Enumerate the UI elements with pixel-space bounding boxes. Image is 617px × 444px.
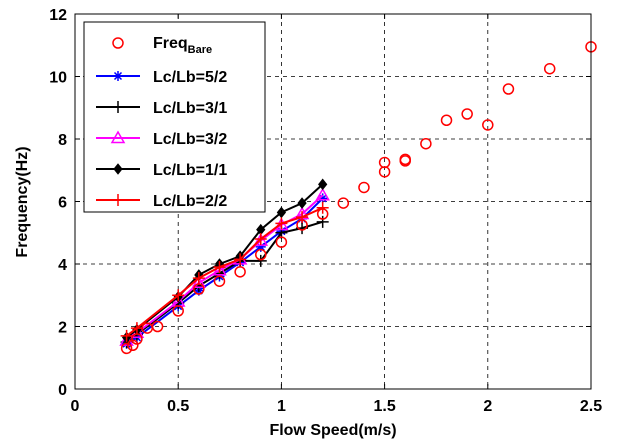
data-point xyxy=(172,305,184,317)
series-5 xyxy=(120,201,329,342)
data-point xyxy=(461,108,473,120)
data-point xyxy=(316,215,329,228)
data-point xyxy=(234,253,247,266)
data-point xyxy=(275,217,288,230)
x-tick-label: 2 xyxy=(483,398,492,415)
data-point xyxy=(119,333,134,346)
x-tick-label: 0.5 xyxy=(167,398,189,415)
data-point xyxy=(296,211,309,224)
data-point xyxy=(482,119,494,131)
legend-marker xyxy=(112,101,124,113)
x-tick-label: 0 xyxy=(71,398,80,415)
data-point xyxy=(316,201,329,214)
data-point xyxy=(255,241,266,252)
data-point xyxy=(172,289,185,302)
legend-label: Lc/Lb=2/2 xyxy=(153,193,227,210)
ticks: 0 0.5 1 1.5 2 2.5 0 2 4 6 8 10 12 xyxy=(49,7,602,415)
data-point xyxy=(254,254,267,267)
legend-label: Lc/Lb=1/1 xyxy=(153,162,227,179)
data-point xyxy=(315,187,330,201)
x-axis-label: Flow Speed(m/s) xyxy=(269,422,396,439)
data-point xyxy=(192,272,205,285)
data-point xyxy=(317,193,328,204)
data-point xyxy=(213,261,226,274)
y-tick-label: 6 xyxy=(58,195,67,212)
series-line xyxy=(125,183,324,339)
data-point xyxy=(254,233,267,245)
y-tick-label: 4 xyxy=(58,257,67,274)
data-point xyxy=(151,320,164,333)
series-layer xyxy=(119,41,597,355)
legend-label: Lc/Lb=3/2 xyxy=(153,131,227,148)
legend-marker-bare xyxy=(112,37,124,49)
legend: FreqBare Lc/Lb=5/2 Lc/Lb=3/1 Lc/Lb=3/2 Lc/L… xyxy=(83,21,266,213)
y-axis-label: Frequency(Hz) xyxy=(14,146,31,257)
y-tick-label: 10 xyxy=(49,70,67,87)
data-point xyxy=(253,233,269,246)
legend-marker xyxy=(113,163,123,175)
legend-label: Lc/Lb=3/1 xyxy=(153,100,227,117)
y-tick-label: 8 xyxy=(58,132,67,149)
data-point xyxy=(234,266,246,278)
y-tick-label: 12 xyxy=(49,7,67,24)
data-point xyxy=(275,236,288,248)
data-point xyxy=(193,283,205,295)
series-bare xyxy=(120,41,597,355)
x-tick-label: 1.5 xyxy=(373,398,395,415)
data-point xyxy=(130,322,143,335)
data-point xyxy=(296,219,308,231)
data-point xyxy=(420,137,432,150)
x-tick-label: 2.5 xyxy=(580,398,602,415)
data-point xyxy=(255,248,267,261)
legend-label-bare: FreqBare xyxy=(153,35,212,56)
data-point xyxy=(440,114,453,126)
data-point xyxy=(543,62,556,75)
data-point xyxy=(213,275,226,287)
y-tick-label: 2 xyxy=(58,320,67,337)
series-line xyxy=(125,220,323,343)
legend-marker xyxy=(110,130,126,144)
data-point xyxy=(337,197,350,209)
data-point xyxy=(297,197,307,209)
data-point xyxy=(358,181,370,194)
data-point xyxy=(502,83,515,95)
data-point xyxy=(399,153,411,166)
data-point xyxy=(274,217,289,231)
legend-marker xyxy=(112,194,124,206)
data-point xyxy=(318,178,328,191)
legend-label: Lc/Lb=5/2 xyxy=(153,69,227,86)
data-point xyxy=(378,156,391,169)
legend-marker xyxy=(113,71,123,81)
data-point xyxy=(191,275,207,288)
x-tick-label: 1 xyxy=(277,398,286,415)
data-point xyxy=(316,208,329,220)
y-tick-label: 0 xyxy=(58,382,67,399)
data-point xyxy=(131,333,143,345)
series-line xyxy=(125,206,324,337)
legend-box xyxy=(83,21,266,213)
data-point xyxy=(120,329,133,342)
data-point xyxy=(120,342,133,355)
